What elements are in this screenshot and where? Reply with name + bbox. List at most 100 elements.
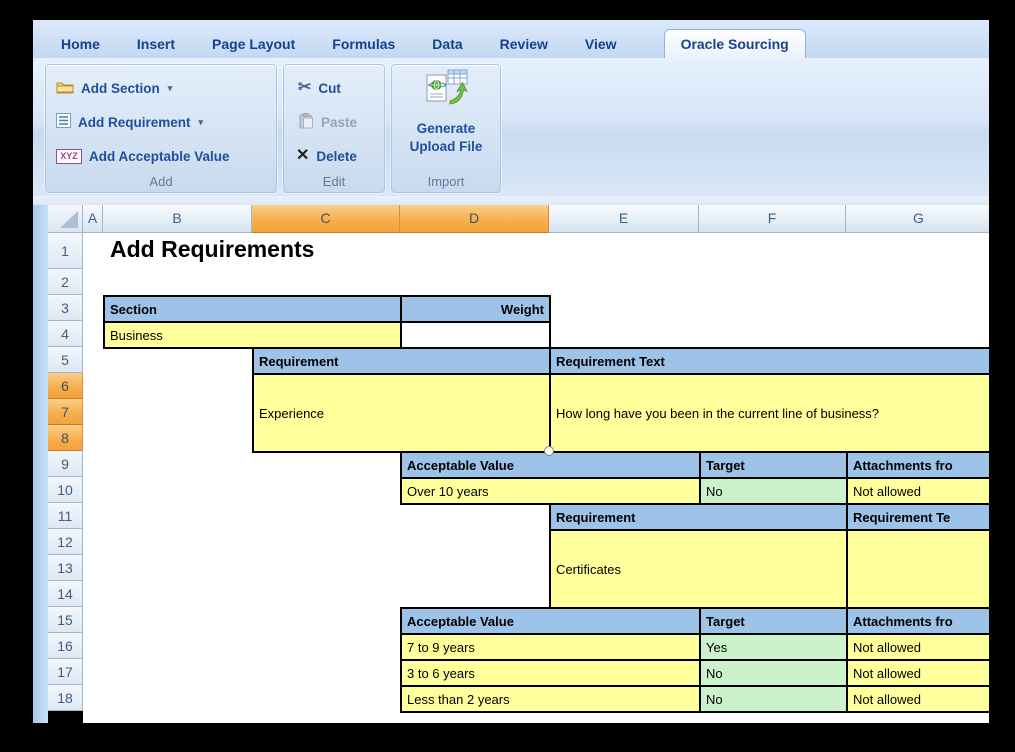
ribbon: Add Section ▾ Add Requirement ▾ XYZ Add … bbox=[33, 58, 989, 196]
tab-insert[interactable]: Insert bbox=[136, 36, 176, 52]
tab-oracle-sourcing[interactable]: Oracle Sourcing bbox=[663, 29, 806, 58]
row-header-16[interactable]: 16 bbox=[48, 633, 83, 659]
row-header-18[interactable]: 18 bbox=[48, 685, 83, 711]
add-acceptable-value-label: Add Acceptable Value bbox=[89, 148, 230, 164]
target-header-cell[interactable]: Target bbox=[699, 451, 848, 479]
bottom-border bbox=[0, 723, 1015, 752]
target-value-cell[interactable]: No bbox=[699, 659, 848, 687]
attachments-value-cell[interactable]: Not allowed bbox=[846, 685, 992, 713]
left-border bbox=[0, 0, 33, 752]
requirement-text-header-cell[interactable]: Requirement Text bbox=[549, 347, 991, 375]
acceptable-value-table-1: Acceptable Value Target Attachments fro … bbox=[400, 451, 992, 505]
section-value-cell[interactable]: Business bbox=[103, 321, 402, 349]
tab-page-layout[interactable]: Page Layout bbox=[212, 36, 296, 52]
column-header-g[interactable]: G bbox=[846, 205, 992, 233]
row-header-12[interactable]: 12 bbox=[48, 529, 83, 555]
ribbon-group-import: < > Generate Upload File Import bbox=[391, 64, 501, 193]
weight-header-cell[interactable]: Weight bbox=[400, 295, 551, 323]
row-header-1[interactable]: 1 bbox=[48, 233, 83, 269]
section-header-cell[interactable]: Section bbox=[103, 295, 402, 323]
target-value-cell[interactable]: No bbox=[699, 477, 848, 505]
target-value-cell[interactable]: No bbox=[699, 685, 848, 713]
tab-formulas[interactable]: Formulas bbox=[332, 36, 396, 52]
svg-text:<: < bbox=[428, 80, 433, 90]
row-header-6[interactable]: 6 bbox=[48, 373, 83, 399]
attachments-header-cell[interactable]: Attachments fro bbox=[846, 607, 992, 635]
tab-data[interactable]: Data bbox=[432, 36, 463, 52]
column-header-f[interactable]: F bbox=[699, 205, 846, 233]
add-acceptable-value-button[interactable]: XYZ Add Acceptable Value bbox=[56, 143, 230, 169]
top-border bbox=[0, 0, 1015, 20]
row-header-2[interactable]: 2 bbox=[48, 269, 83, 295]
row-header-4[interactable]: 4 bbox=[48, 321, 83, 347]
delete-x-icon: ✕ bbox=[296, 147, 310, 164]
attachments-value-cell[interactable]: Not allowed bbox=[846, 659, 992, 687]
requirement-name-cell[interactable]: Experience bbox=[252, 373, 551, 453]
acceptable-value-header-cell[interactable]: Acceptable Value bbox=[400, 451, 701, 479]
row-header-15[interactable]: 15 bbox=[48, 607, 83, 633]
acceptable-value-header-cell[interactable]: Acceptable Value bbox=[400, 607, 701, 635]
tab-review[interactable]: Review bbox=[499, 36, 548, 52]
column-header-a[interactable]: A bbox=[83, 205, 103, 233]
attachments-header-cell[interactable]: Attachments fro bbox=[846, 451, 992, 479]
attachments-value-cell[interactable]: Not allowed bbox=[846, 633, 992, 661]
column-header-d[interactable]: D bbox=[400, 205, 549, 233]
paste-label: Paste bbox=[321, 114, 358, 130]
row-header-10[interactable]: 10 bbox=[48, 477, 83, 503]
dropdown-caret-icon: ▾ bbox=[167, 82, 173, 93]
paste-button[interactable]: Paste bbox=[298, 109, 357, 135]
acceptable-value-cell[interactable]: 7 to 9 years bbox=[400, 633, 701, 661]
add-section-button[interactable]: Add Section ▾ bbox=[56, 75, 172, 101]
generate-upload-file-label-line1: Generate bbox=[416, 121, 476, 136]
tab-view[interactable]: View bbox=[584, 36, 617, 52]
requirement-header-cell[interactable]: Requirement bbox=[252, 347, 551, 375]
add-group-label: Add bbox=[149, 174, 173, 189]
acceptable-value-cell[interactable]: 3 to 6 years bbox=[400, 659, 701, 687]
acceptable-value-table-2: Acceptable Value Target Attachments fro … bbox=[400, 607, 992, 713]
row-header-14[interactable]: 14 bbox=[48, 581, 83, 607]
section-table: Section Weight Business bbox=[103, 295, 551, 349]
delete-button[interactable]: ✕ Delete bbox=[296, 143, 357, 169]
requirement-name-cell[interactable]: Certificates bbox=[549, 529, 848, 609]
requirement-table-1: Requirement Requirement Text Experience … bbox=[252, 347, 991, 453]
fill-handle[interactable] bbox=[544, 446, 554, 456]
edit-group-label: Edit bbox=[322, 174, 346, 189]
ribbon-group-add: Add Section ▾ Add Requirement ▾ XYZ Add … bbox=[45, 64, 277, 193]
clipboard-icon bbox=[298, 112, 314, 132]
requirement-text-cell[interactable] bbox=[846, 529, 994, 609]
acceptable-value-cell[interactable]: Less than 2 years bbox=[400, 685, 701, 713]
attachments-value-cell[interactable]: Not allowed bbox=[846, 477, 992, 505]
column-header-e[interactable]: E bbox=[549, 205, 699, 233]
row-header-3[interactable]: 3 bbox=[48, 295, 83, 321]
scissors-icon: ✂ bbox=[298, 79, 312, 96]
target-value-cell[interactable]: Yes bbox=[699, 633, 848, 661]
select-all-corner[interactable] bbox=[48, 205, 83, 233]
ribbon-bottom-strip bbox=[33, 196, 989, 205]
tab-home[interactable]: Home bbox=[61, 36, 100, 52]
page-title[interactable]: Add Requirements bbox=[110, 236, 315, 262]
row-header-8[interactable]: 8 bbox=[48, 425, 83, 451]
window-left-border bbox=[33, 205, 48, 723]
row-header-11[interactable]: 11 bbox=[48, 503, 83, 529]
row-header-5[interactable]: 5 bbox=[48, 347, 83, 373]
row-header-13[interactable]: 13 bbox=[48, 555, 83, 581]
xyz-icon: XYZ bbox=[56, 148, 82, 164]
cut-button[interactable]: ✂ Cut bbox=[298, 75, 341, 101]
requirement-header-cell[interactable]: Requirement bbox=[549, 503, 848, 531]
import-group-label: Import bbox=[427, 174, 465, 189]
column-header-c[interactable]: C bbox=[252, 205, 400, 233]
acceptable-value-cell[interactable]: Over 10 years bbox=[400, 477, 701, 505]
folder-icon bbox=[56, 80, 74, 97]
target-header-cell[interactable]: Target bbox=[699, 607, 848, 635]
generate-upload-file-button[interactable]: < > Generate Upload File bbox=[392, 69, 500, 155]
weight-value-cell[interactable] bbox=[400, 321, 551, 349]
requirement-text-header-cell[interactable]: Requirement Te bbox=[846, 503, 994, 531]
delete-label: Delete bbox=[316, 148, 357, 164]
row-header-7[interactable]: 7 bbox=[48, 399, 83, 425]
requirement-text-cell[interactable]: How long have you been in the current li… bbox=[549, 373, 991, 453]
add-requirement-button[interactable]: Add Requirement ▾ bbox=[56, 109, 203, 135]
ribbon-tab-strip: Home Insert Page Layout Formulas Data Re… bbox=[33, 20, 989, 58]
row-header-17[interactable]: 17 bbox=[48, 659, 83, 685]
column-header-b[interactable]: B bbox=[103, 205, 252, 233]
row-header-9[interactable]: 9 bbox=[48, 451, 83, 477]
